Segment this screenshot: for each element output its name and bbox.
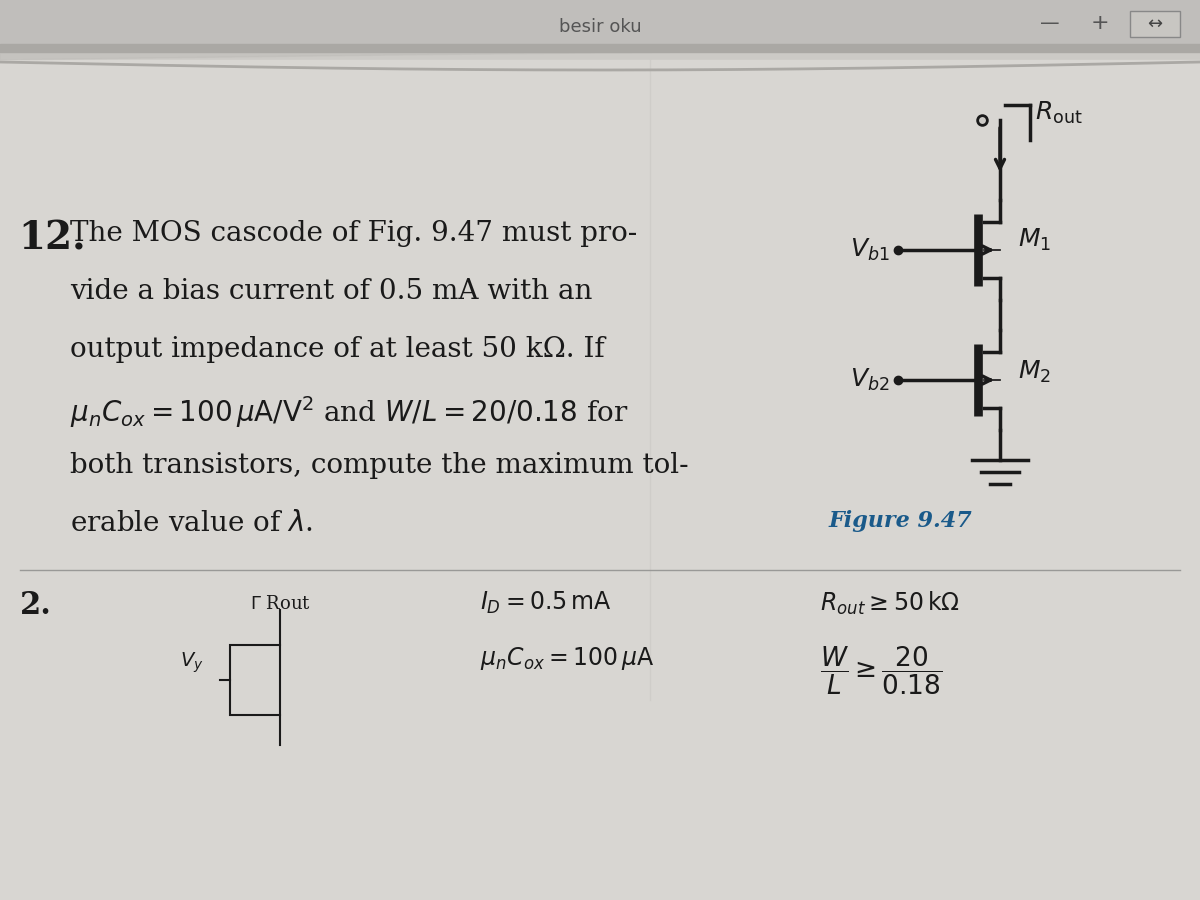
Text: $V_y$: $V_y$ — [180, 651, 204, 675]
Text: $\mu_nC_{ox} = 100\,\mu\mathrm{A/V^2}$ and $W/L = 20/0.18$ for: $\mu_nC_{ox} = 100\,\mu\mathrm{A/V^2}$ a… — [70, 394, 629, 430]
Text: $M_1$: $M_1$ — [1018, 227, 1051, 253]
Text: besir oku: besir oku — [559, 18, 641, 36]
Bar — [230, 645, 280, 715]
Text: $\mu_n C_{ox} = 100\,\mu\mathrm{A}$: $\mu_n C_{ox} = 100\,\mu\mathrm{A}$ — [480, 645, 654, 672]
Text: +: + — [1091, 13, 1109, 33]
Bar — [0, 44, 1200, 52]
Text: $V_{b2}$: $V_{b2}$ — [851, 367, 890, 393]
Text: 12.: 12. — [18, 220, 85, 258]
Text: The MOS cascode of Fig. 9.47 must pro-: The MOS cascode of Fig. 9.47 must pro- — [70, 220, 637, 247]
Text: $\Gamma$ Rout: $\Gamma$ Rout — [250, 595, 311, 613]
Text: erable value of $\lambda$.: erable value of $\lambda$. — [70, 510, 313, 537]
Text: $M_2$: $M_2$ — [1018, 359, 1051, 385]
Text: $V_{b1}$: $V_{b1}$ — [851, 237, 890, 263]
Text: Figure 9.47: Figure 9.47 — [828, 510, 972, 532]
Text: vide a bias current of 0.5 mA with an: vide a bias current of 0.5 mA with an — [70, 278, 593, 305]
Text: $R_{out} \geq 50\,\mathrm{k}\Omega$: $R_{out} \geq 50\,\mathrm{k}\Omega$ — [820, 590, 960, 617]
Text: $\dfrac{W}{L} \geq \dfrac{20}{0.18}$: $\dfrac{W}{L} \geq \dfrac{20}{0.18}$ — [820, 645, 942, 698]
Bar — [0, 0, 1200, 45]
Text: $I_D = 0.5\,\mathrm{mA}$: $I_D = 0.5\,\mathrm{mA}$ — [480, 590, 612, 616]
Text: output impedance of at least 50 kΩ. If: output impedance of at least 50 kΩ. If — [70, 336, 605, 363]
Text: both transistors, compute the maximum tol-: both transistors, compute the maximum to… — [70, 452, 689, 479]
FancyBboxPatch shape — [1130, 11, 1180, 37]
Text: $R_\mathrm{out}$: $R_\mathrm{out}$ — [1034, 100, 1082, 126]
Text: ↔: ↔ — [1147, 15, 1163, 33]
Text: —: — — [1040, 14, 1060, 32]
Text: 2.: 2. — [20, 590, 52, 621]
